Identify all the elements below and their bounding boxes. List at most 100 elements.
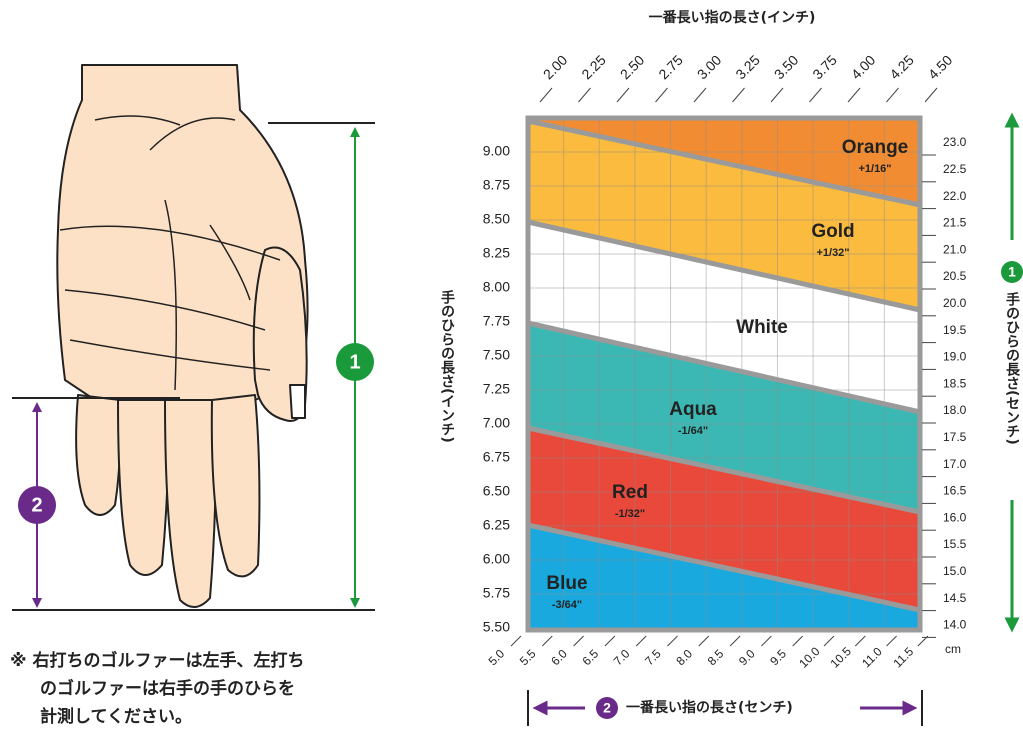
bottom-tick-label: 10.5 [828,644,855,671]
hand [56,64,309,608]
note-line: のゴルファーは右手の手のひらを [40,678,295,699]
bottom-tick-label: 11.0 [859,644,885,670]
band-boundary [527,522,921,613]
bottom-tick-label: 9.5 [767,646,789,668]
top-tick-label: 2.00 [540,52,571,83]
band [528,525,920,630]
right-tick-label: 18.5 [943,376,967,390]
right-tick-label: 21.5 [943,216,967,230]
right-tick-label: 22.0 [943,189,967,203]
left-axis-label: 手のひらの長さ(インチ) [439,289,455,442]
top-tick-label: 4.50 [925,52,956,83]
right-tick-label: 15.0 [943,564,967,578]
bottom-tick-mark [854,635,866,647]
band-name: Red [612,482,648,503]
marker-circle [1001,261,1023,283]
bottom-tick-mark [698,635,710,647]
left-tick-label: 8.00 [483,279,510,295]
right-tick-label: 22.5 [943,162,967,176]
band [528,121,920,310]
top-tick-mark [693,87,707,103]
top-axis-label: 一番長い指の長さ(インチ) [649,9,816,26]
bottom-axis-label: 一番長い指の長さ(センチ) [626,699,793,716]
left-tick-label: 9.00 [483,143,510,159]
bottom-tick-label: 5.5 [517,646,539,668]
bottom-tick-mark [761,635,772,647]
band-boundary [527,320,921,415]
marker-label: 1 [349,351,360,373]
right-tick-label: 18.0 [943,403,967,417]
marker-circle [596,697,618,719]
top-tick-label: 3.75 [809,52,840,83]
top-tick-label: 3.25 [732,52,763,83]
bottom-tick-label: 10.0 [796,644,823,671]
band-boundary [527,425,921,515]
bottom-tick-label: 8.5 [705,646,727,668]
marker-label: 2 [603,700,611,716]
right-tick-label: 15.5 [943,537,967,551]
top-tick-mark [847,87,861,103]
top-tick-mark [770,87,784,103]
band-name: Aqua [669,399,717,420]
right-tick-label: 21.0 [943,242,967,256]
marker-circle [18,486,56,524]
left-tick-label: 5.75 [483,585,510,601]
left-tick-label: 6.50 [483,483,510,499]
bottom-tick-mark [792,635,804,647]
left-tick-label: 7.25 [483,381,510,397]
bottom-tick-mark [541,635,553,647]
right-tick-label: 16.5 [943,484,967,498]
bottom-tick-mark [573,635,584,647]
band [528,428,920,610]
right-tick-label: 16.0 [943,510,967,524]
right-tick-label: 17.5 [943,430,967,444]
band-adjust: -1/32" [615,508,645,520]
band [528,323,920,512]
bottom-tick-mark [667,635,678,647]
band-adjust: -1/64" [678,425,708,437]
top-tick-mark [616,87,630,103]
note-line: 計測してください。 [40,706,192,727]
marker-label: 1 [1008,264,1016,280]
band-name: White [736,317,788,338]
bottom-tick-label: 8.0 [673,646,695,668]
band [528,222,920,412]
top-tick-label: 4.00 [848,52,879,83]
bottom-tick-label: 6.5 [579,646,601,668]
bottom-tick-label: 9.0 [736,646,758,668]
left-tick-label: 6.25 [483,517,510,533]
bottom-tick-mark [886,635,897,647]
bottom-tick-label: 5.0 [486,646,508,668]
right-unit: cm [945,642,961,656]
left-tick-label: 8.75 [483,177,510,193]
top-tick-label: 4.25 [886,52,917,83]
bottom-tick-label: 6.0 [548,646,570,668]
plot-border [525,115,923,633]
top-tick-label: 2.50 [617,52,648,83]
left-tick-label: 7.75 [483,313,510,329]
bottom-tick-mark [604,635,616,647]
bottom-tick-mark [510,635,522,647]
band-name: Orange [842,137,909,158]
note-line: ※ 右打ちのゴルファーは左手、左打ち [10,650,304,671]
top-tick-mark [809,87,822,103]
right-tick-label: 17.0 [943,457,967,471]
right-axis-label: 手のひらの長さ(センチ) [1004,291,1020,444]
top-tick-label: 3.50 [771,52,802,83]
top-tick-mark [886,87,899,103]
bottom-tick-label: 7.5 [642,646,664,668]
left-tick-label: 7.50 [483,347,510,363]
marker-label: 2 [31,494,42,516]
band-adjust: -3/64" [552,599,582,611]
right-tick-label: 20.0 [943,296,967,310]
top-tick-mark [539,87,553,103]
bottom-tick-label: 11.5 [890,644,916,670]
fit-chart: 9.00 8.75 8.50 8.25 8.00 7.75 7.50 7.25 7.00 6.75… [483,52,967,671]
top-tick-label: 2.25 [578,52,609,83]
band-adjust: +1/32" [816,247,849,259]
marker-circle [336,343,374,381]
left-tick-label: 8.50 [483,211,510,227]
left-tick-label: 6.00 [483,551,510,567]
band-name: Gold [811,221,854,242]
